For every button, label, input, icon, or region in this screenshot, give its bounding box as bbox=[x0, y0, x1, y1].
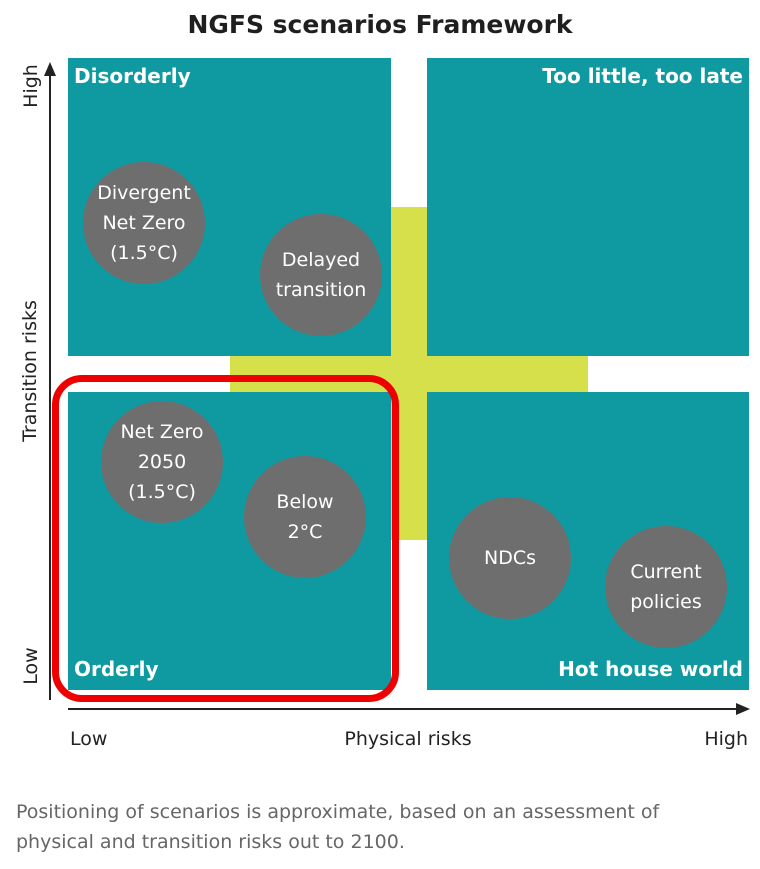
x-axis-title: Physical risks bbox=[344, 728, 472, 750]
scenario-divergent-net-zero: Divergent Net Zero (1.5°C) bbox=[83, 162, 205, 284]
y-axis-title: Transition risks bbox=[19, 300, 41, 442]
quadrant-label-too-little-too-late: Too little, too late bbox=[542, 64, 743, 88]
y-axis-low-label: Low bbox=[20, 647, 42, 685]
scenario-current-policies: Current policies bbox=[605, 526, 727, 648]
x-axis-low-label: Low bbox=[70, 728, 108, 750]
quadrant-label-orderly: Orderly bbox=[74, 657, 159, 681]
orderly-highlight-outline bbox=[52, 375, 399, 702]
scenario-delayed-transition: Delayed transition bbox=[260, 214, 382, 336]
quadrant-label-disorderly: Disorderly bbox=[74, 64, 191, 88]
scenario-net-zero-2050: Net Zero 2050 (1.5°C) bbox=[101, 401, 223, 523]
y-axis-high-label: High bbox=[20, 64, 42, 108]
diagram-title: NGFS scenarios Framework bbox=[187, 10, 573, 39]
scenario-ndcs: NDCs bbox=[449, 497, 571, 619]
x-axis-high-label: High bbox=[704, 728, 748, 750]
scenario-below-2c: Below 2°C bbox=[244, 456, 366, 578]
footnote: Positioning of scenarios is approximate,… bbox=[16, 801, 660, 853]
quadrant-label-hot-house-world: Hot house world bbox=[558, 657, 743, 681]
quadrant-too-little-too-late bbox=[427, 58, 749, 356]
cross-horizontal-bar bbox=[230, 356, 588, 392]
